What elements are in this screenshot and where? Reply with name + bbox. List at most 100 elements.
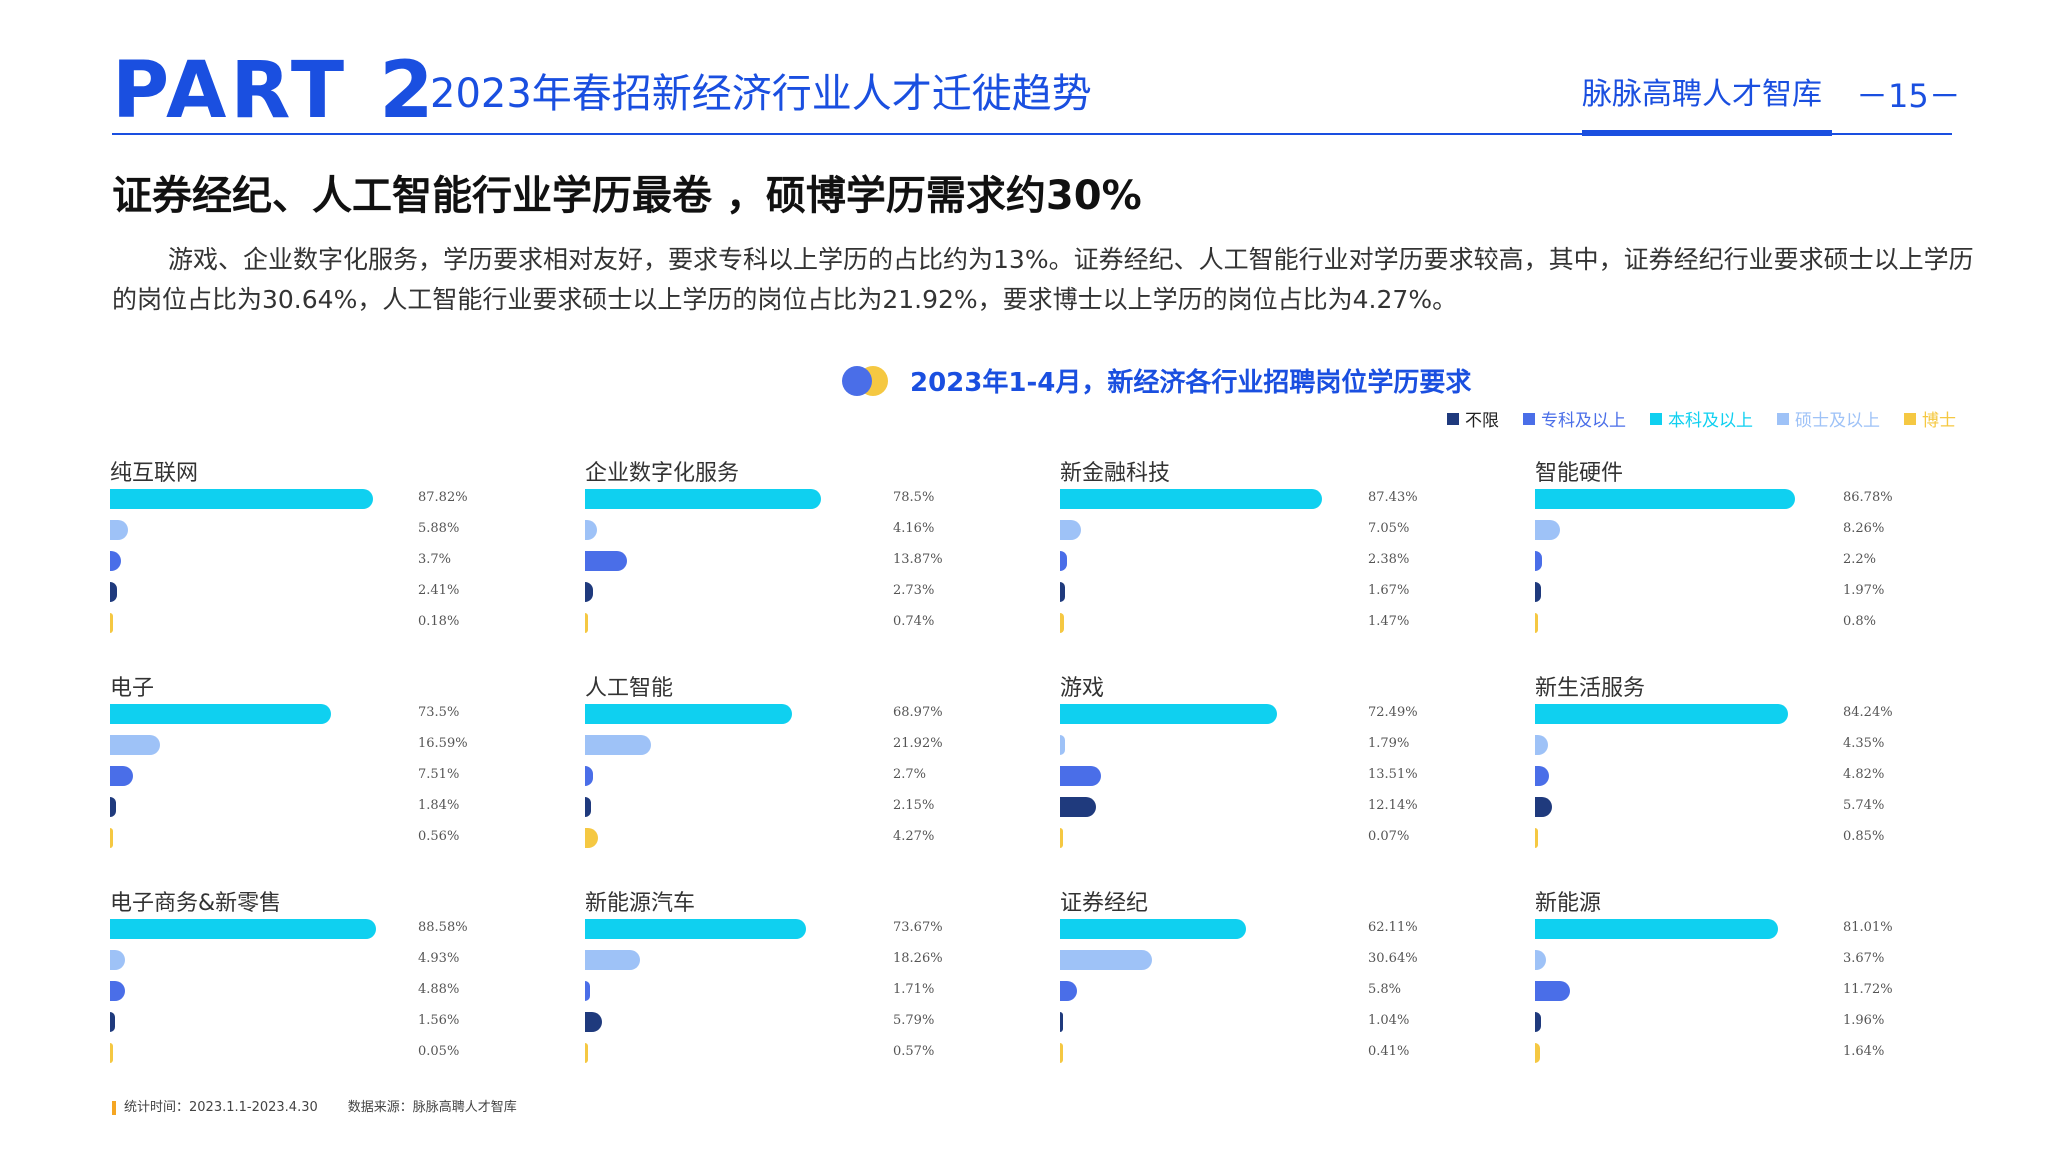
bar-value-label: 1.97% bbox=[1843, 583, 1885, 598]
bar bbox=[585, 919, 806, 939]
bar-value-label: 2.38% bbox=[1368, 552, 1410, 567]
legend-swatch bbox=[1777, 412, 1789, 425]
legend-swatch bbox=[1650, 412, 1662, 425]
industry-panel: 智能硬件 86.78% 8.26% 2.2% 1.97% 0.8% bbox=[1535, 455, 1975, 655]
bar-value-label: 11.72% bbox=[1843, 982, 1893, 997]
industry-name: 新能源 bbox=[1535, 891, 1602, 916]
bar-row: 4.27% bbox=[585, 828, 1025, 848]
section-title: 2023年春招新经济行业人才迁徙趋势 bbox=[430, 71, 1092, 117]
bar-value-label: 4.82% bbox=[1843, 767, 1885, 782]
bar-row: 1.47% bbox=[1060, 613, 1500, 633]
bar bbox=[1535, 489, 1796, 509]
bar-value-label: 88.58% bbox=[418, 920, 468, 935]
bar bbox=[1060, 489, 1323, 509]
industry-name: 电子商务&新零售 bbox=[110, 891, 282, 916]
bar bbox=[1535, 1012, 1541, 1032]
bar-row: 4.35% bbox=[1535, 735, 1975, 755]
chart-legend: 不限 专科及以上 本科及以上 硕士及以上 博士 bbox=[1447, 406, 1956, 431]
legend-item: 专科及以上 bbox=[1523, 406, 1626, 431]
bar bbox=[1535, 704, 1788, 724]
bar-value-label: 0.85% bbox=[1843, 829, 1885, 844]
bar-value-label: 3.67% bbox=[1843, 951, 1885, 966]
bar-row: 2.38% bbox=[1060, 551, 1500, 571]
bar-row: 13.87% bbox=[585, 551, 1025, 571]
bar-row: 1.71% bbox=[585, 981, 1025, 1001]
industry-panel: 游戏 72.49% 1.79% 13.51% 12.14% 0.07% bbox=[1060, 670, 1500, 870]
bar-row: 87.82% bbox=[110, 489, 550, 509]
bar-value-label: 1.84% bbox=[418, 798, 460, 813]
industry-name: 纯互联网 bbox=[110, 461, 199, 486]
chart-title-block: 2023年1-4月，新经济各行业招聘岗位学历要求 bbox=[840, 362, 1471, 399]
bar bbox=[1535, 919, 1779, 939]
bar bbox=[1535, 828, 1538, 848]
industry-name: 企业数字化服务 bbox=[585, 461, 740, 486]
bar bbox=[585, 981, 591, 1001]
bar-value-label: 21.92% bbox=[893, 736, 943, 751]
bar-row: 4.93% bbox=[110, 950, 550, 970]
industry-panel: 新生活服务 84.24% 4.35% 4.82% 5.74% 0.85% bbox=[1535, 670, 1975, 870]
bar bbox=[585, 828, 598, 848]
bar-row: 2.41% bbox=[110, 582, 550, 602]
bar-row: 30.64% bbox=[1060, 950, 1500, 970]
bar-row: 2.73% bbox=[585, 582, 1025, 602]
bar-value-label: 30.64% bbox=[1368, 951, 1418, 966]
bar-value-label: 1.96% bbox=[1843, 1013, 1885, 1028]
bar-row: 68.97% bbox=[585, 704, 1025, 724]
bar-row: 5.8% bbox=[1060, 981, 1500, 1001]
intro-paragraph: 游戏、企业数字化服务，学历要求相对友好，要求专科以上学历的占比约为13%。证券经… bbox=[112, 245, 1974, 314]
bar-row: 0.07% bbox=[1060, 828, 1500, 848]
bar-value-label: 1.47% bbox=[1368, 614, 1410, 629]
bar bbox=[110, 828, 113, 848]
bar bbox=[110, 613, 113, 633]
bar bbox=[1060, 766, 1101, 786]
bar-value-label: 7.51% bbox=[418, 767, 460, 782]
bar bbox=[110, 919, 376, 939]
bar-row: 84.24% bbox=[1535, 704, 1975, 724]
bar bbox=[1060, 828, 1063, 848]
bar-row: 78.5% bbox=[585, 489, 1025, 509]
bar bbox=[585, 766, 594, 786]
bar-row: 16.59% bbox=[110, 735, 550, 755]
bar-row: 0.57% bbox=[585, 1043, 1025, 1063]
bar-row: 4.82% bbox=[1535, 766, 1975, 786]
bar-value-label: 0.8% bbox=[1843, 614, 1877, 629]
bar bbox=[1060, 520, 1082, 540]
bar bbox=[1060, 582, 1065, 602]
industry-name: 新能源汽车 bbox=[585, 891, 696, 916]
bar bbox=[585, 1012, 603, 1032]
bar-value-label: 2.15% bbox=[893, 798, 935, 813]
industry-panel: 证券经纪 62.11% 30.64% 5.8% 1.04% 0.41% bbox=[1060, 885, 1500, 1085]
bar-row: 21.92% bbox=[585, 735, 1025, 755]
bar-row: 0.18% bbox=[110, 613, 550, 633]
blue-circle-icon bbox=[842, 365, 872, 396]
bar-value-label: 1.64% bbox=[1843, 1044, 1885, 1059]
legend-item: 不限 bbox=[1447, 406, 1499, 431]
bar-value-label: 5.74% bbox=[1843, 798, 1885, 813]
bar bbox=[1060, 1012, 1064, 1032]
bar bbox=[110, 489, 374, 509]
legend-label: 专科及以上 bbox=[1541, 411, 1626, 431]
bar bbox=[1535, 797, 1553, 817]
bar-value-label: 2.7% bbox=[893, 767, 927, 782]
bar bbox=[110, 520, 128, 540]
bar bbox=[1060, 797, 1097, 817]
brand-underline bbox=[1582, 130, 1832, 136]
bar-row: 4.16% bbox=[585, 520, 1025, 540]
bar-value-label: 0.07% bbox=[1368, 829, 1410, 844]
bar-row: 88.58% bbox=[110, 919, 550, 939]
bar bbox=[585, 489, 821, 509]
bar-row: 12.14% bbox=[1060, 797, 1500, 817]
bar bbox=[1535, 551, 1542, 571]
industry-name: 证券经纪 bbox=[1060, 891, 1149, 916]
bar bbox=[585, 735, 651, 755]
industry-name: 新金融科技 bbox=[1060, 461, 1171, 486]
bar-row: 3.67% bbox=[1535, 950, 1975, 970]
bar bbox=[1060, 1043, 1063, 1063]
industry-panel: 人工智能 68.97% 21.92% 2.7% 2.15% 4.27% bbox=[585, 670, 1025, 870]
bar-row: 0.85% bbox=[1535, 828, 1975, 848]
bar-value-label: 68.97% bbox=[893, 705, 943, 720]
bar-row: 2.15% bbox=[585, 797, 1025, 817]
bar bbox=[110, 797, 116, 817]
bar-row: 0.74% bbox=[585, 613, 1025, 633]
legend-item: 博士 bbox=[1904, 406, 1956, 431]
